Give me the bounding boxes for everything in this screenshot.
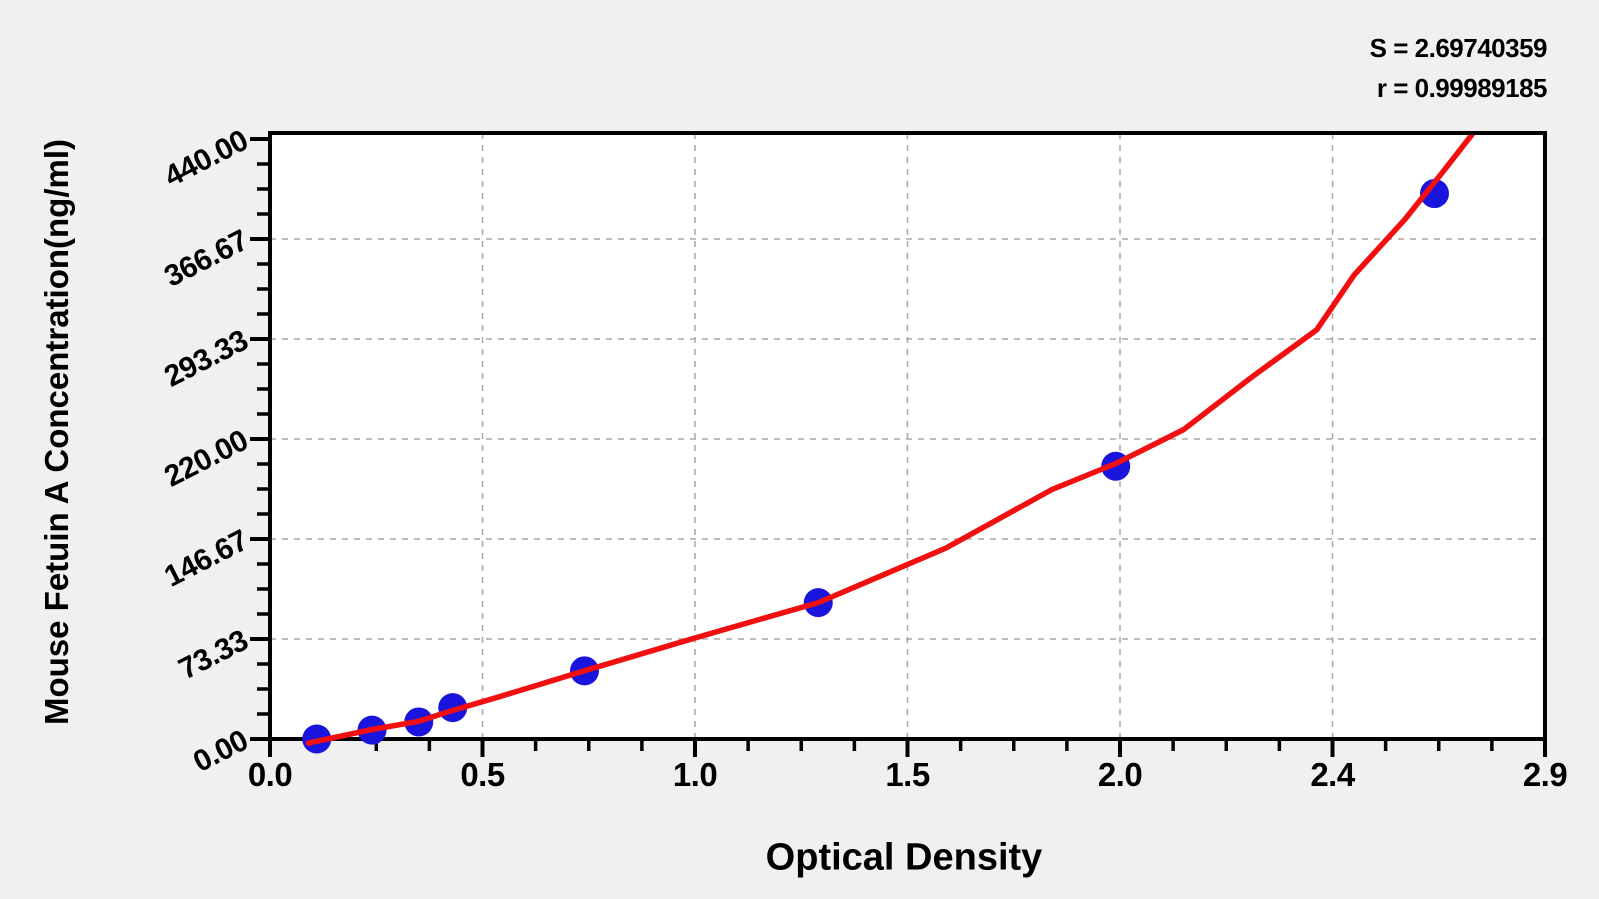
x-tick-label: 1.5 — [885, 756, 930, 793]
y-axis-title: Mouse Fetuin A Concentration(ng/ml) — [38, 138, 75, 726]
data-point — [1420, 179, 1449, 209]
fit-statistics: S = 2.69740359 r = 0.99989185 — [1369, 28, 1548, 108]
stat-s-value: S = 2.69740359 — [1369, 33, 1548, 63]
x-tick-label: 2.9 — [1522, 756, 1568, 793]
x-tick-label: 0.5 — [460, 756, 505, 793]
x-tick-label: 1.0 — [672, 756, 718, 793]
fitted-curve — [305, 133, 1476, 746]
x-tick-label: 2.0 — [1097, 756, 1143, 793]
x-tick-label: 0.0 — [247, 756, 293, 793]
stat-r-value: r = 0.99989185 — [1376, 73, 1548, 103]
x-axis-title: Optical Density — [765, 836, 1043, 879]
x-tick-label: 2.4 — [1310, 756, 1355, 793]
